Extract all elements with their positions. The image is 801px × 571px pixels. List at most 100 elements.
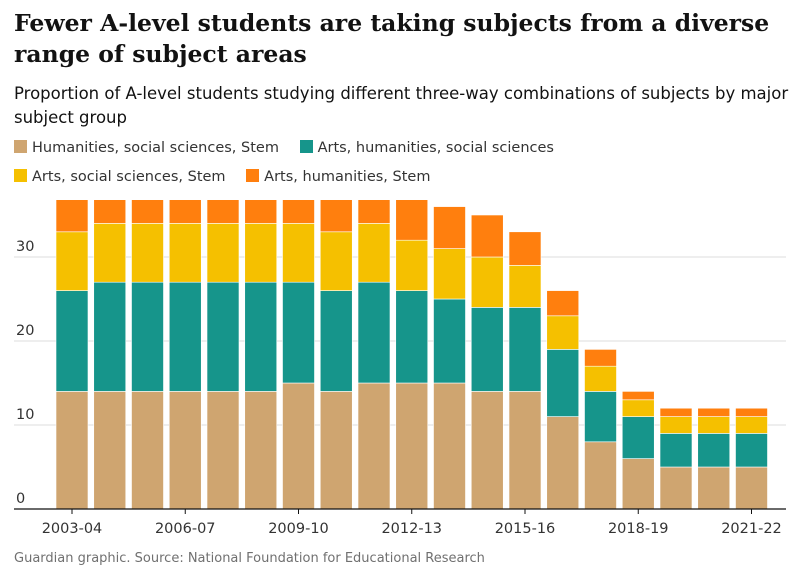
legend: Humanities, social sciences, Stem Arts, … [14,137,794,195]
legend-label: Arts, humanities, Stem [264,169,431,185]
bar-segment [584,349,617,367]
legend-label: Humanities, social sciences, Stem [32,140,279,156]
x-tick-label: 2021-22 [721,521,782,537]
bar-segment [131,223,164,283]
bar-segment [282,281,315,384]
bar-segment [470,391,504,510]
bar-segment [93,391,127,510]
bar-segment [55,290,89,392]
bar-segment [319,200,353,233]
x-tick-label: 2015-16 [495,521,556,537]
bar-segment [621,458,655,510]
bar-segment [735,416,768,434]
bar-segment [395,200,429,241]
legend-item-hss-stem: Humanities, social sciences, Stem [14,137,279,166]
x-tick-label: 2009-10 [268,521,329,537]
bar-segment [131,391,164,510]
bar-segment [357,382,391,510]
bar-segment [395,382,429,510]
chart-subtitle: Proportion of A-level students studying … [14,84,789,127]
x-tick-label: 2006-07 [155,521,216,537]
bar-segment [244,391,278,510]
legend-label: Arts, social sciences, Stem [32,169,226,185]
bar-segment [131,200,164,224]
bar-segment [697,466,731,510]
bar-segment [93,200,127,224]
bar-segment [206,281,240,392]
bar-segment [433,206,466,249]
legend-swatch [246,169,260,182]
bar-segment [168,281,202,392]
bar-segment [357,223,391,283]
bar-segment [433,382,466,510]
bar-segment [55,391,89,510]
bar-segment [508,231,542,266]
x-tick-label: 2012-13 [381,521,442,537]
bar-segment [131,281,164,392]
bar-segment [659,466,693,510]
bar-segment [470,307,504,392]
bar-segment [621,391,655,401]
bar-segment [282,200,315,224]
bar-segment [508,307,542,392]
bar-segment [357,200,391,224]
bar-segment [93,223,127,283]
legend-swatch [299,140,313,153]
bar-segment [319,290,353,392]
bar-segment [735,466,768,510]
bar-segment [659,407,693,417]
bar-segment [697,433,731,468]
legend-label: Arts, humanities, social sciences [317,140,554,156]
legend-item-ahss: Arts, humanities, social sciences [299,137,554,166]
legend-swatch [14,140,27,153]
bar-segment [659,416,693,434]
bar-segment [546,416,580,510]
bar-segment [168,200,202,224]
bar-segment [546,290,580,317]
y-tick-label: 10 [16,407,34,423]
chart-title: Fewer A-level students are taking subjec… [14,9,770,68]
bar-segment [55,231,89,291]
legend-swatch [14,169,27,182]
y-tick-label: 30 [16,239,34,255]
bar-segment [470,256,504,308]
bar-segment [584,365,617,392]
bar-segment [433,298,466,384]
bar-segment [395,239,429,291]
bar-segment [735,433,768,468]
bar-segment [206,391,240,510]
bar-segment [508,265,542,308]
bar-segment [584,441,617,510]
bar-segment [395,290,429,384]
bar-segment [546,315,580,350]
bar-segment [357,281,391,384]
source-note: Guardian graphic. Source: National Found… [14,551,485,566]
bar-segment [206,223,240,283]
bar-segment [93,281,127,392]
legend-item-ah-stem: Arts, humanities, Stem [246,166,430,195]
bar-segment [697,416,731,434]
bar-segment [470,214,504,258]
bar-segment [206,200,240,224]
bar-segment [546,349,580,417]
legend-item-ass-stem: Arts, social sciences, Stem [14,166,226,195]
bar-segment [735,407,768,417]
bar-segment [55,200,89,233]
bar-segment [168,391,202,510]
bar-segment [282,223,315,283]
bar-segment [659,433,693,468]
bar-segment [319,391,353,510]
bar-segment [508,391,542,510]
bar-segment [621,399,655,417]
bar-segment [282,382,315,510]
bar-segment [584,391,617,443]
x-tick-label: 2018-19 [608,521,669,537]
bar-segment [244,281,278,392]
x-tick-label: 2003-04 [42,521,103,537]
bar-segment [244,200,278,224]
y-tick-label: 20 [16,323,34,339]
bar-segment [697,407,731,417]
bar-segment [168,223,202,283]
stacked-bar-chart: 010203040%2003-042006-072009-102012-1320… [14,200,786,537]
bar-segment [319,231,353,291]
